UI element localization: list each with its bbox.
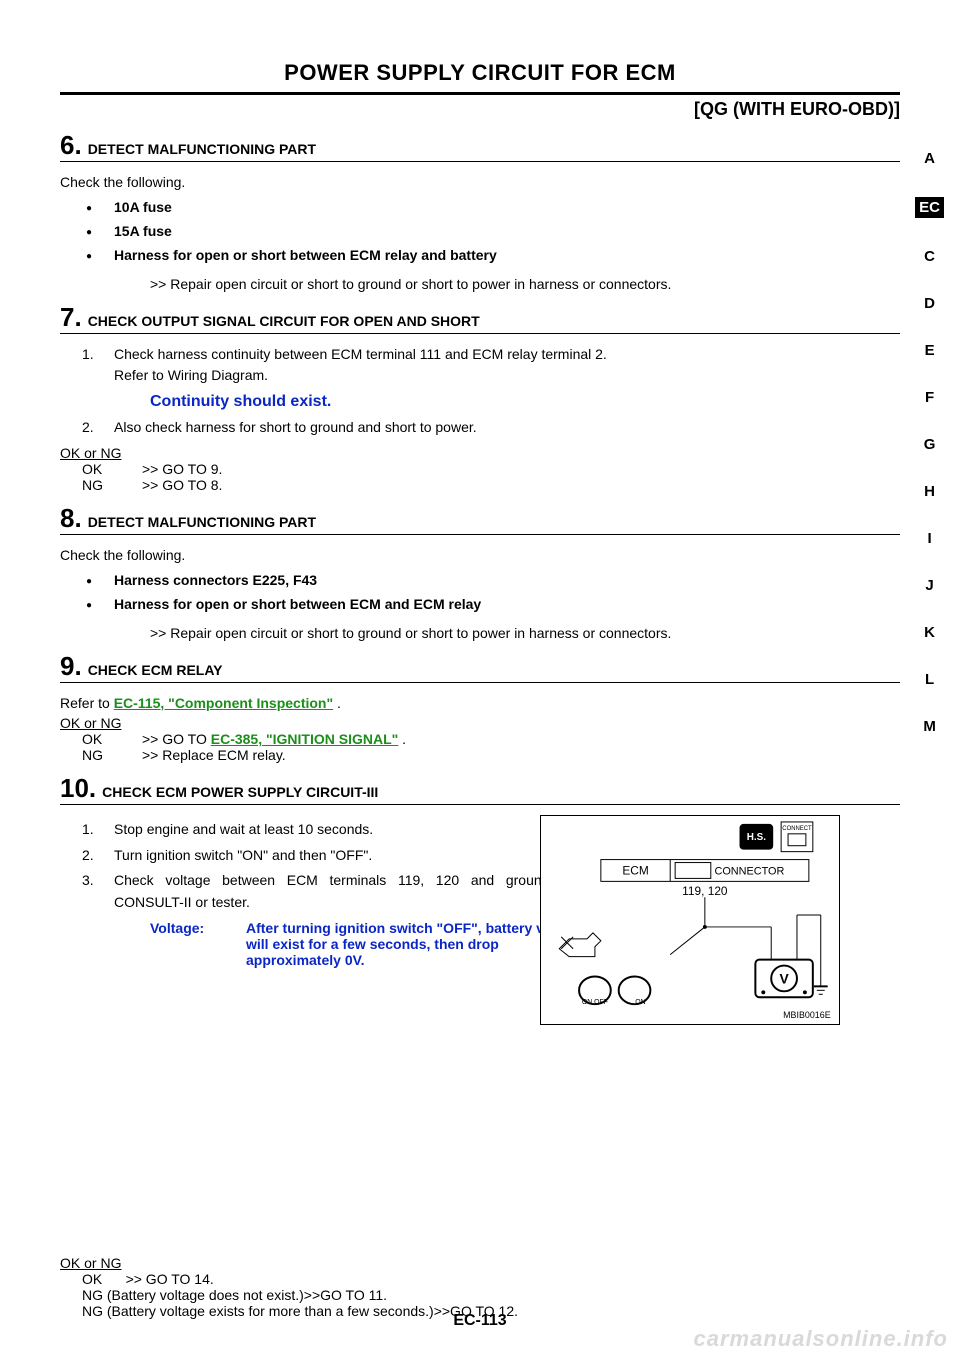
sidebar-item-active[interactable]: EC: [915, 197, 944, 218]
step-10-left: 1.Stop engine and wait at least 10 secon…: [60, 815, 586, 1025]
step-10-list: 1.Stop engine and wait at least 10 secon…: [60, 819, 586, 914]
svg-text:CONNECTOR: CONNECTOR: [714, 865, 784, 877]
bullet-item: Harness connectors E225, F43: [60, 569, 900, 593]
step-6-lead: Check the following.: [60, 172, 900, 192]
step-10-rule: [60, 804, 900, 805]
step-10-number: 10.: [60, 775, 96, 801]
page-title: POWER SUPPLY CIRCUIT FOR ECM: [60, 60, 900, 86]
okng-heading: OK or NG: [60, 715, 900, 731]
title-rule: [60, 92, 900, 95]
sidebar-item[interactable]: I: [927, 530, 931, 547]
ignition-signal-link[interactable]: EC-385, "IGNITION SIGNAL": [211, 731, 399, 747]
ok-row: OK>> GO TO EC-385, "IGNITION SIGNAL" .: [60, 731, 900, 747]
page: POWER SUPPLY CIRCUIT FOR ECM [QG (WITH E…: [0, 0, 960, 1358]
step-8-arrow: >> Repair open circuit or short to groun…: [60, 625, 900, 641]
voltage-key: Voltage:: [150, 920, 246, 968]
svg-text:CONNECT: CONNECT: [782, 826, 812, 832]
svg-text:ON OFF: ON OFF: [582, 999, 608, 1006]
svg-text:H.S.: H.S.: [747, 832, 766, 843]
ng-row: NG>> Replace ECM relay.: [60, 747, 900, 763]
variant-header: [QG (WITH EURO-OBD)]: [60, 99, 900, 120]
list-item: 3.Check voltage between ECM terminals 11…: [60, 870, 586, 913]
step-7-list-2: 2.Also check harness for short to ground…: [60, 417, 900, 439]
svg-text:ECM: ECM: [622, 863, 648, 877]
step-9-heading: 9. CHECK ECM RELAY: [60, 653, 900, 679]
step-9-number: 9.: [60, 653, 82, 679]
continuity-note: Continuity should exist.: [150, 393, 331, 410]
ng-label: NG: [82, 747, 142, 763]
step-9-refer: Refer to EC-115, "Component Inspection" …: [60, 693, 900, 713]
sidebar-item[interactable]: J: [925, 577, 933, 594]
voltage-value: After turning ignition switch "OFF", bat…: [246, 920, 586, 968]
bullet-item: Harness for open or short between ECM an…: [60, 593, 900, 617]
content-area: POWER SUPPLY CIRCUIT FOR ECM [QG (WITH E…: [60, 60, 900, 1319]
watermark: carmanualsonline.info: [694, 1326, 949, 1352]
voltage-block: Voltage: After turning ignition switch "…: [60, 920, 586, 968]
list-item: 2.Also check harness for short to ground…: [60, 417, 900, 439]
sidebar-item[interactable]: K: [924, 624, 935, 641]
step-7-list: 1.Check harness continuity between ECM t…: [60, 344, 900, 387]
section-sidebar: A EC C D E F G H I J K L M: [915, 150, 944, 735]
svg-text:ON: ON: [635, 999, 645, 1006]
sidebar-item[interactable]: H: [924, 483, 935, 500]
step-8-heading: 8. DETECT MALFUNCTIONING PART: [60, 505, 900, 531]
step-6-rule: [60, 161, 900, 162]
step-9-rule: [60, 682, 900, 683]
ecm-connector-diagram: H.S. CONNECT ECM CONNECTOR 119, 120: [541, 816, 839, 1024]
step-8-bullets: Harness connectors E225, F43 Harness for…: [60, 569, 900, 617]
ok-label: OK: [82, 731, 142, 747]
step-6-number: 6.: [60, 132, 82, 158]
sidebar-item[interactable]: D: [924, 295, 935, 312]
sidebar-item[interactable]: A: [924, 150, 935, 167]
sidebar-item[interactable]: C: [924, 248, 935, 265]
step-6-bullets: 10A fuse 15A fuse Harness for open or sh…: [60, 196, 900, 267]
sidebar-item[interactable]: G: [924, 436, 936, 453]
step-8-number: 8.: [60, 505, 82, 531]
bullet-item: 10A fuse: [60, 196, 900, 220]
ok-row: OK >> GO TO 14.: [60, 1271, 900, 1287]
step-8-rule: [60, 534, 900, 535]
sidebar-item[interactable]: M: [923, 718, 936, 735]
component-inspection-link[interactable]: EC-115, "Component Inspection": [114, 695, 333, 711]
step-10-heading: 10. CHECK ECM POWER SUPPLY CIRCUIT-III: [60, 775, 900, 801]
svg-text:119, 120: 119, 120: [682, 884, 728, 898]
step-7-title: CHECK OUTPUT SIGNAL CIRCUIT FOR OPEN AND…: [88, 313, 480, 329]
ng-label: NG: [82, 477, 142, 493]
ok-row: OK>> GO TO 9.: [60, 461, 900, 477]
sidebar-item[interactable]: E: [925, 342, 935, 359]
okng-heading: OK or NG: [60, 445, 900, 461]
ng-row-1: NG (Battery voltage does not exist.)>>GO…: [60, 1287, 900, 1303]
bullet-item: 15A fuse: [60, 220, 900, 244]
list-item: 1.Stop engine and wait at least 10 secon…: [60, 819, 586, 841]
step-10-row: 1.Stop engine and wait at least 10 secon…: [60, 815, 900, 1025]
ok-label: OK: [82, 461, 142, 477]
step-8-lead: Check the following.: [60, 545, 900, 565]
ng-row: NG>> GO TO 8.: [60, 477, 900, 493]
step-7-heading: 7. CHECK OUTPUT SIGNAL CIRCUIT FOR OPEN …: [60, 304, 900, 330]
step-6-title: DETECT MALFUNCTIONING PART: [88, 141, 316, 157]
figure-spacer: [60, 1025, 900, 1235]
okng-heading: OK or NG: [60, 1255, 900, 1271]
figure-box: H.S. CONNECT ECM CONNECTOR 119, 120: [540, 815, 840, 1025]
step-7-number: 7.: [60, 304, 82, 330]
list-item: 1.Check harness continuity between ECM t…: [60, 344, 900, 387]
sidebar-item[interactable]: L: [925, 671, 934, 688]
step-7-rule: [60, 333, 900, 334]
list-item: 2.Turn ignition switch "ON" and then "OF…: [60, 845, 586, 867]
step-8-title: DETECT MALFUNCTIONING PART: [88, 514, 316, 530]
step-9-title: CHECK ECM RELAY: [88, 662, 223, 678]
step-6-heading: 6. DETECT MALFUNCTIONING PART: [60, 132, 900, 158]
svg-text:MBIB0016E: MBIB0016E: [783, 1010, 831, 1020]
step-6-arrow: >> Repair open circuit or short to groun…: [60, 276, 900, 292]
step-10-title: CHECK ECM POWER SUPPLY CIRCUIT-III: [102, 784, 378, 800]
bullet-item: Harness for open or short between ECM re…: [60, 244, 900, 268]
svg-text:V: V: [779, 970, 789, 986]
sidebar-item[interactable]: F: [925, 389, 934, 406]
